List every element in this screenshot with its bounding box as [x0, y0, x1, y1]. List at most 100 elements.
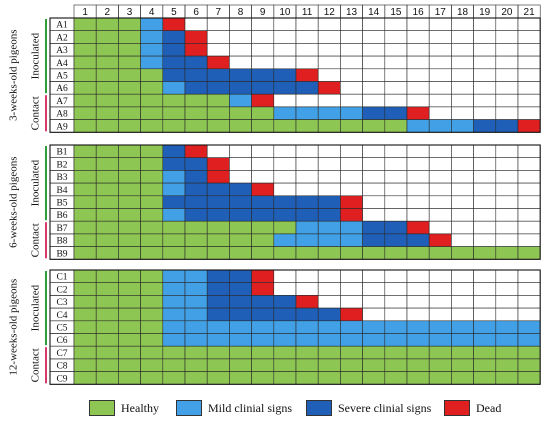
heatmap-cell [340, 182, 363, 197]
heatmap-cell [451, 195, 474, 209]
heatmap-cell [517, 233, 541, 247]
heatmap-cell [517, 170, 541, 184]
heatmap-cell [206, 282, 230, 296]
heatmap-cell [495, 345, 519, 360]
heatmap-cell [406, 320, 430, 334]
heatmap-cell [273, 220, 297, 235]
heatmap-cell [451, 43, 474, 57]
heatmap-cell [517, 119, 541, 133]
heatmap-cell [495, 307, 519, 322]
heatmap-cell [95, 320, 119, 334]
heatmap-cell [95, 358, 119, 372]
heatmap-cell [184, 345, 208, 360]
heatmap-cell [273, 307, 297, 322]
heatmap-cell [517, 43, 541, 57]
heatmap-cell [473, 157, 497, 171]
heatmap-cell [406, 30, 430, 44]
heatmap-cell [184, 106, 208, 120]
heatmap-cell [251, 157, 275, 171]
heatmap-cell [473, 208, 497, 222]
row-label: A7 [56, 97, 68, 107]
heatmap-cell [251, 307, 275, 322]
heatmap-cell [317, 358, 341, 372]
heatmap-cell [473, 43, 497, 57]
heatmap-cell [162, 333, 186, 347]
heatmap-cell [273, 119, 297, 133]
heatmap-cell [73, 17, 97, 31]
row-label: A1 [56, 21, 68, 31]
heatmap-cell [229, 371, 252, 385]
heatmap-cell [340, 68, 363, 82]
heatmap-cell [73, 182, 97, 197]
heatmap-cell [317, 233, 341, 247]
heatmap-cell [118, 81, 141, 95]
heatmap-cell [162, 68, 186, 82]
heatmap-cell [206, 93, 230, 108]
heatmap-cell [451, 93, 474, 108]
heatmap-cell [317, 282, 341, 296]
heatmap-cell [406, 106, 430, 120]
heatmap-cell [384, 93, 408, 108]
heatmap-cell [206, 320, 230, 334]
heatmap-cell [206, 345, 230, 360]
heatmap-cell [140, 320, 164, 334]
heatmap-cell [517, 81, 541, 95]
heatmap-cell [406, 282, 430, 296]
row-label: C8 [56, 362, 67, 372]
heatmap-cell [317, 307, 341, 322]
row-label: A6 [56, 84, 68, 94]
heatmap-cell [229, 195, 252, 209]
heatmap-cell [295, 233, 319, 247]
heatmap-cell [184, 220, 208, 235]
heatmap-cell [229, 68, 252, 82]
heatmap-cell [340, 106, 363, 120]
heatmap-cell [118, 307, 141, 322]
heatmap-cell [140, 182, 164, 197]
heatmap-cell [273, 233, 297, 247]
heatmap-cell [206, 208, 230, 222]
heatmap-cell [118, 93, 141, 108]
heatmap-cell [295, 345, 319, 360]
heatmap-cell [517, 269, 541, 283]
heatmap-cell [428, 144, 452, 158]
heatmap-cell [384, 55, 408, 70]
heatmap-cell [95, 170, 119, 184]
heatmap-cell [428, 220, 452, 235]
legend-label-dead: Dead [476, 400, 502, 415]
heatmap-cell [118, 358, 141, 372]
heatmap-cell [317, 81, 341, 95]
heatmap-cell [451, 68, 474, 82]
heatmap-cell [73, 371, 97, 385]
heatmap-cell [517, 17, 541, 31]
heatmap-cell [317, 144, 341, 158]
heatmap-cell [118, 170, 141, 184]
heatmap-cell [162, 320, 186, 334]
heatmap-cell [295, 195, 319, 209]
heatmap-cell [428, 269, 452, 283]
heatmap-cell [118, 55, 141, 70]
heatmap-cell [73, 246, 97, 260]
heatmap-cell [273, 371, 297, 385]
subgroup-label: Contact [30, 348, 42, 382]
heatmap-cell [517, 295, 541, 309]
heatmap-cell [362, 55, 386, 70]
column-header-label: 2 [105, 7, 111, 18]
heatmap-cell [495, 157, 519, 171]
column-header-label: 5 [171, 7, 177, 18]
heatmap-cell [229, 333, 252, 347]
heatmap-cell [273, 144, 297, 158]
heatmap-cell [473, 17, 497, 31]
column-header-label: 13 [346, 7, 358, 18]
subgroup-label: Contact [30, 96, 42, 130]
heatmap-cell [384, 119, 408, 133]
heatmap-cell [495, 144, 519, 158]
heatmap-cell [384, 295, 408, 309]
heatmap-cell [428, 208, 452, 222]
heatmap-cell [473, 81, 497, 95]
heatmap-cell [406, 233, 430, 247]
heatmap-cell [229, 55, 252, 70]
heatmap-cell [251, 282, 275, 296]
heatmap-cell [251, 182, 275, 197]
heatmap-cell [362, 320, 386, 334]
heatmap-cell [451, 17, 474, 31]
